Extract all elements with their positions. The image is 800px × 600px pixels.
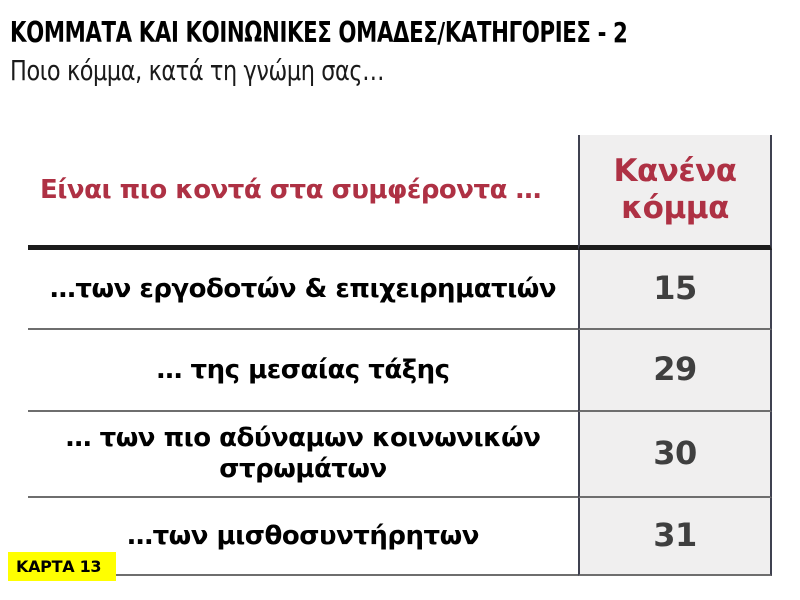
table-row-label-employers: …των εργοδοτών & επιχειρηματιών (28, 250, 578, 330)
card-badge-label: ΚΑΡΤΑ 13 (16, 557, 102, 576)
slide-title: ΚΟΜΜΑΤΑ ΚΑΙ ΚΟΙΝΩΝΙΚΕΣ ΟΜΑΔΕΣ/ΚΑΤΗΓΟΡΙΕΣ… (10, 16, 628, 49)
table-row-value-employers: 15 (578, 250, 772, 330)
table-column-header-no-party: Κανένα κόμμα (578, 135, 772, 250)
table-row-label-middle-class: … της μεσαίας τάξης (28, 330, 578, 412)
table-row-value-weaker-social-strata: 30 (578, 412, 772, 498)
slide-subtitle: Ποιο κόμμα, κατά τη γνώμη σας… (10, 54, 385, 87)
table-row-label-wage-earners: …των μισθοσυντήρητων (28, 498, 578, 576)
table-question-header: Είναι πιο κοντά στα συμφέροντα … (28, 135, 578, 250)
results-table: Είναι πιο κοντά στα συμφέροντα … Κανένα … (28, 135, 772, 576)
table-row-value-wage-earners: 31 (578, 498, 772, 576)
table-row-label-weaker-social-strata: … των πιο αδύναμων κοινωνικών στρωμάτων (28, 412, 578, 498)
table-row-value-middle-class: 29 (578, 330, 772, 412)
card-badge: ΚΑΡΤΑ 13 (8, 552, 116, 581)
